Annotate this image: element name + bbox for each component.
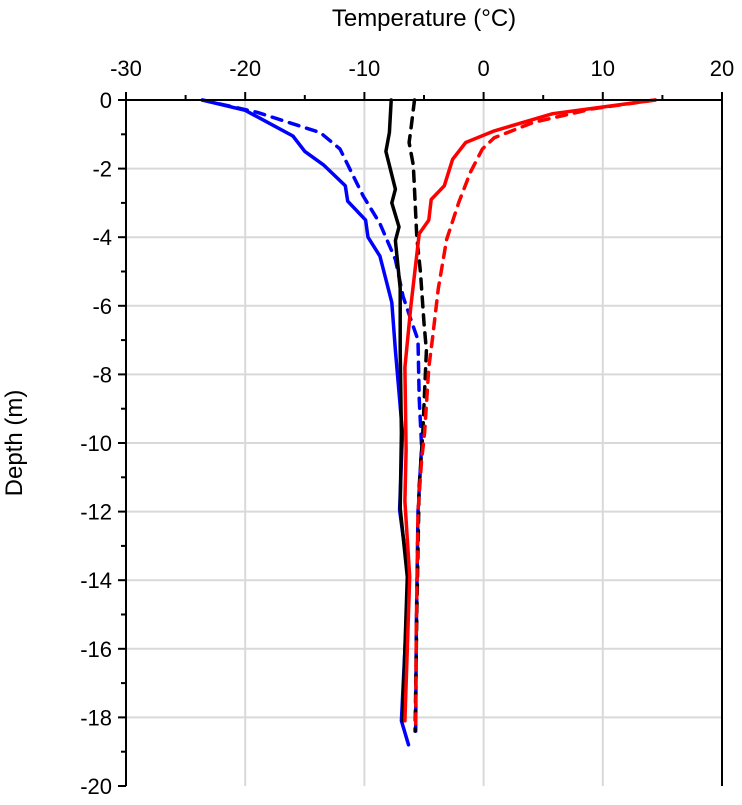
- x-tick-label: 20: [710, 56, 734, 81]
- series-line-4: [403, 98, 657, 723]
- series-line-5: [413, 98, 657, 733]
- y-axis-label: Depth (m): [1, 390, 28, 497]
- y-tick-label: -6: [92, 294, 112, 319]
- y-tick-label: -8: [92, 362, 112, 387]
- x-tick-label: 0: [477, 56, 489, 81]
- y-tick-label: -2: [92, 157, 112, 182]
- x-tick-label: -10: [349, 56, 381, 81]
- y-tick-label: -14: [80, 568, 112, 593]
- y-tick-label: -16: [80, 637, 112, 662]
- y-tick-label: -12: [80, 500, 112, 525]
- y-tick-label: -4: [92, 225, 112, 250]
- axes: -30 -20 -10 0 10 20 0 -2 -4 -6 -8 -10 -12 -14 -16 -18 -2…: [80, 56, 734, 799]
- y-tick-label: -10: [80, 431, 112, 456]
- grid: [126, 100, 722, 786]
- y-tick-label: 0: [100, 88, 112, 113]
- y-tick-label: -18: [80, 705, 112, 730]
- series-line-2: [384, 98, 410, 723]
- y-tick-label: -20: [80, 774, 112, 799]
- x-tick-label: 10: [591, 56, 615, 81]
- x-tick-label: -30: [110, 56, 142, 81]
- x-tick-label: -20: [229, 56, 261, 81]
- series-line-1: [200, 98, 424, 733]
- x-axis-label: Temperature (°C): [332, 5, 516, 32]
- series-lines: [200, 98, 657, 747]
